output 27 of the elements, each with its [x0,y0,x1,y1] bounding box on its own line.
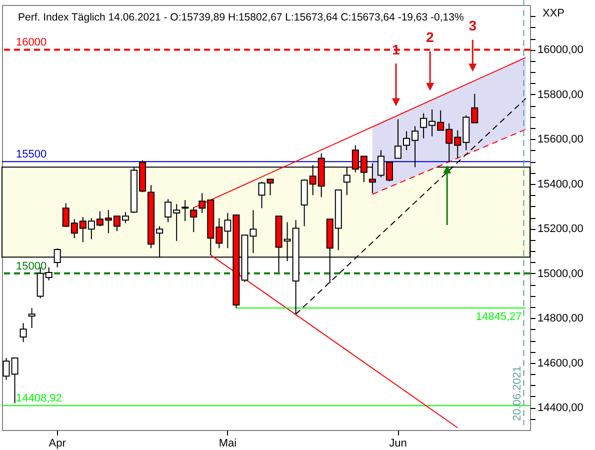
x-tick-label: Apr [48,438,66,450]
annotation: 3 [468,18,477,34]
y-tick-label: 15800,00 [538,88,584,101]
candlestick [182,200,189,222]
series-label: 14845,27 [476,311,522,324]
candlestick [266,178,274,196]
y-tick-label: 15400,00 [538,178,584,190]
ref-line-label: 16000 [16,36,47,49]
candlestick [258,181,266,209]
y-tick-label: 15600,00 [538,134,584,146]
y-axis-title: XXP [542,8,565,20]
x-tick-label: Mai [218,438,237,450]
y-tick-label: 14600,00 [538,357,584,370]
y-tick-label: 15000,00 [538,268,584,280]
y-tick-label: 15200,00 [538,223,584,236]
ref-line-label: 14408,92 [16,392,62,405]
y-tick-label: 14800,00 [538,312,584,325]
annotation: 20.06.2021 [512,366,524,421]
candlestick [28,308,36,328]
annotation: 2 [426,29,434,46]
y-tick-label: 16000,00 [538,44,584,56]
y-tick-label: 14400,00 [538,402,584,414]
x-tick-label: Jun [389,438,407,450]
ref-line-label: 15000 [16,260,47,272]
candlestick [20,322,27,343]
ref-line-label: 15500 [16,148,47,161]
text: Perf. Index Täglich 14.06.2021 - O:15739,89 H:15802,67 L:15673,64 C:15673,64 -19,63 -0,13% [18,12,464,24]
